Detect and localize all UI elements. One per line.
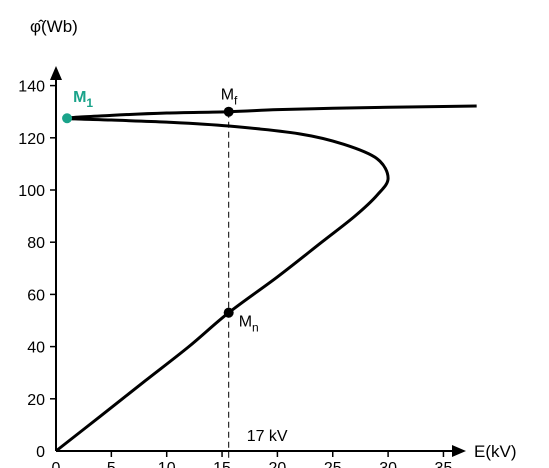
y-tick-label: 120 (18, 131, 45, 148)
y-tick-label: 60 (27, 287, 45, 304)
x-tick-label: 0 (52, 460, 61, 468)
curve (55, 104, 477, 453)
point-label-m1: M1 (73, 89, 93, 110)
point-label-sub: f (234, 94, 238, 108)
y-axis-label: φ̂(Wb) (30, 17, 78, 36)
point-label-mn: Mn (239, 314, 259, 335)
y-tick-label: 140 (18, 79, 45, 96)
points (62, 106, 234, 318)
point-label-mf: Mf (221, 87, 238, 108)
ticks: 0 5 10 15 20 25 30 35 0 20 40 60 80 100 120 140 (18, 79, 452, 468)
y-tick-label: 100 (18, 183, 45, 200)
y-tick-label: 20 (27, 392, 45, 409)
x-tick-label: 35 (435, 460, 453, 468)
point-label-sub: n (252, 321, 259, 335)
axes (50, 66, 466, 457)
point-label-main: M (221, 87, 234, 104)
x-tick-label: 10 (158, 460, 176, 468)
x-axis-label: E(kV) (474, 442, 517, 461)
x-tick-label: 30 (379, 460, 397, 468)
annotation-17kv: 17 kV (247, 428, 288, 445)
x-tick-label: 25 (324, 460, 342, 468)
point-label-main: M (73, 89, 86, 106)
point-mn (223, 307, 234, 318)
series-line (55, 104, 477, 453)
x-axis-arrow (452, 445, 466, 457)
y-tick-label: 0 (36, 444, 45, 461)
x-tick-label: 5 (107, 460, 116, 468)
point-label-main: M (239, 314, 252, 331)
x-tick-label: 15 (213, 460, 231, 468)
y-tick-label: 40 (27, 340, 45, 357)
point-m1 (62, 113, 73, 124)
point-label-sub: 1 (86, 96, 93, 110)
y-axis-arrow (50, 66, 62, 80)
y-tick-label: 80 (27, 235, 45, 252)
x-tick-label: 20 (269, 460, 287, 468)
point-mf (223, 106, 234, 117)
